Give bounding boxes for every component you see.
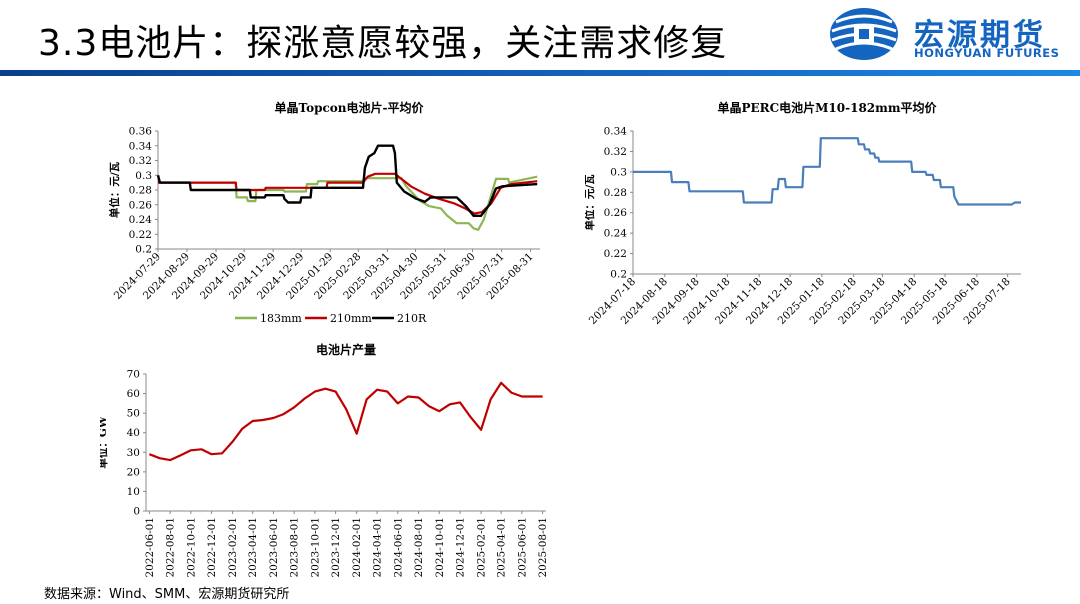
x-tick-label: 2025-06-01	[516, 517, 528, 578]
header-divider	[0, 70, 1080, 76]
hongyuan-logo-icon	[830, 8, 898, 60]
y-tick-label: 0.26	[129, 199, 153, 211]
legend-label: 210mm	[330, 312, 372, 325]
data-source-note: 数据来源：Wind、SMM、宏源期货研究所	[44, 587, 290, 602]
y-tick-label: 0.2	[135, 244, 152, 256]
y-tick-label: 0.28	[129, 185, 152, 197]
x-tick-label: 2022-10-01	[185, 517, 197, 578]
company-logo: 宏源期货 HONGYUAN FUTURES	[828, 6, 1073, 62]
x-tick-label: 2022-06-01	[144, 517, 156, 578]
y-tick-label: 50	[127, 408, 140, 420]
x-tick-label: 2024-08-01	[413, 517, 425, 578]
x-tick-label: 2024-10-01	[434, 517, 446, 578]
x-tick-label: 2023-04-01	[247, 517, 259, 578]
y-tick-label: 40	[127, 427, 140, 439]
y-axis-label: 单位：元/瓦	[108, 161, 121, 218]
cell-output-chart: 电池片产量 0 10 20 30 40 50 60 70 单位：GW 2022-06-01 2022-…	[100, 342, 549, 578]
y-tick-label: 0.24	[604, 228, 628, 240]
y-tick-label: 10	[127, 486, 140, 498]
y-axis-label: 单位：元/瓦	[585, 174, 596, 231]
chart-title: 单晶PERC电池片M10-182mm平均价	[717, 100, 937, 115]
chart-title: 电池片产量	[316, 342, 376, 357]
topcon-price-chart: 单晶Topcon电池片-平均价 0.2 0.22 0.24 0.26 0.28 0.3 0.3…	[108, 100, 540, 325]
perc-price-chart: 单晶PERC电池片M10-182mm平均价 0.2 0.22 0.24 0.26 0.28…	[585, 100, 1021, 327]
x-tick-label: 2025-04-01	[496, 517, 508, 578]
y-axis-label: 单位：GW	[100, 416, 109, 468]
x-tick-label: 2025-08-01	[537, 517, 549, 578]
page-title: 3.3电池片：探涨意愿较强，关注需求修复	[38, 23, 728, 64]
y-tick-label: 0.28	[604, 187, 627, 199]
x-tick-label: 2023-06-01	[268, 517, 280, 578]
y-tick-label: 0.2	[610, 269, 627, 281]
y-tick-label: 0.3	[135, 170, 152, 182]
y-tick-label: 0.3	[610, 166, 627, 178]
y-tick-label: 0.34	[604, 126, 628, 138]
y-tick-label: 30	[127, 447, 140, 459]
series-line	[148, 381, 543, 462]
y-tick-label: 0.36	[129, 126, 153, 138]
series-line	[158, 172, 538, 215]
x-tick-label: 2022-12-01	[206, 517, 218, 578]
x-tick-label: 2024-04-01	[372, 517, 384, 578]
y-tick-label: 70	[127, 369, 140, 381]
x-tick-label: 2024-02-01	[351, 517, 363, 578]
x-tick-label: 2024-06-01	[392, 517, 404, 578]
series-line	[156, 144, 538, 218]
x-tick-label: 2023-08-01	[289, 517, 301, 578]
y-tick-label: 0.24	[129, 214, 153, 226]
legend-label: 210R	[397, 312, 427, 325]
x-tick-label: 2023-10-01	[309, 517, 321, 578]
y-tick-label: 0.26	[604, 207, 628, 219]
x-tick-label: 2024-12-01	[455, 517, 467, 578]
y-tick-label: 0.32	[129, 155, 152, 167]
series-line	[633, 137, 1021, 206]
y-tick-label: 0.34	[129, 140, 153, 152]
y-tick-label: 0.22	[129, 229, 152, 241]
series-line	[158, 175, 538, 231]
x-tick-label: 2023-02-01	[227, 517, 239, 578]
y-tick-label: 20	[127, 466, 140, 478]
x-tick-label: 2023-12-01	[330, 517, 342, 578]
y-tick-label: 0	[133, 506, 140, 518]
y-tick-label: 0.22	[604, 248, 627, 260]
logo-text-en: HONGYUAN FUTURES	[914, 46, 1060, 60]
y-tick-label: 0.32	[604, 146, 627, 158]
logo-text-cn: 宏源期货	[914, 18, 1046, 53]
legend-label: 183mm	[260, 312, 302, 325]
chart-title: 单晶Topcon电池片-平均价	[275, 100, 425, 115]
y-tick-label: 60	[127, 388, 140, 400]
x-tick-label: 2025-02-01	[476, 517, 488, 578]
x-tick-label: 2022-08-01	[165, 517, 177, 578]
